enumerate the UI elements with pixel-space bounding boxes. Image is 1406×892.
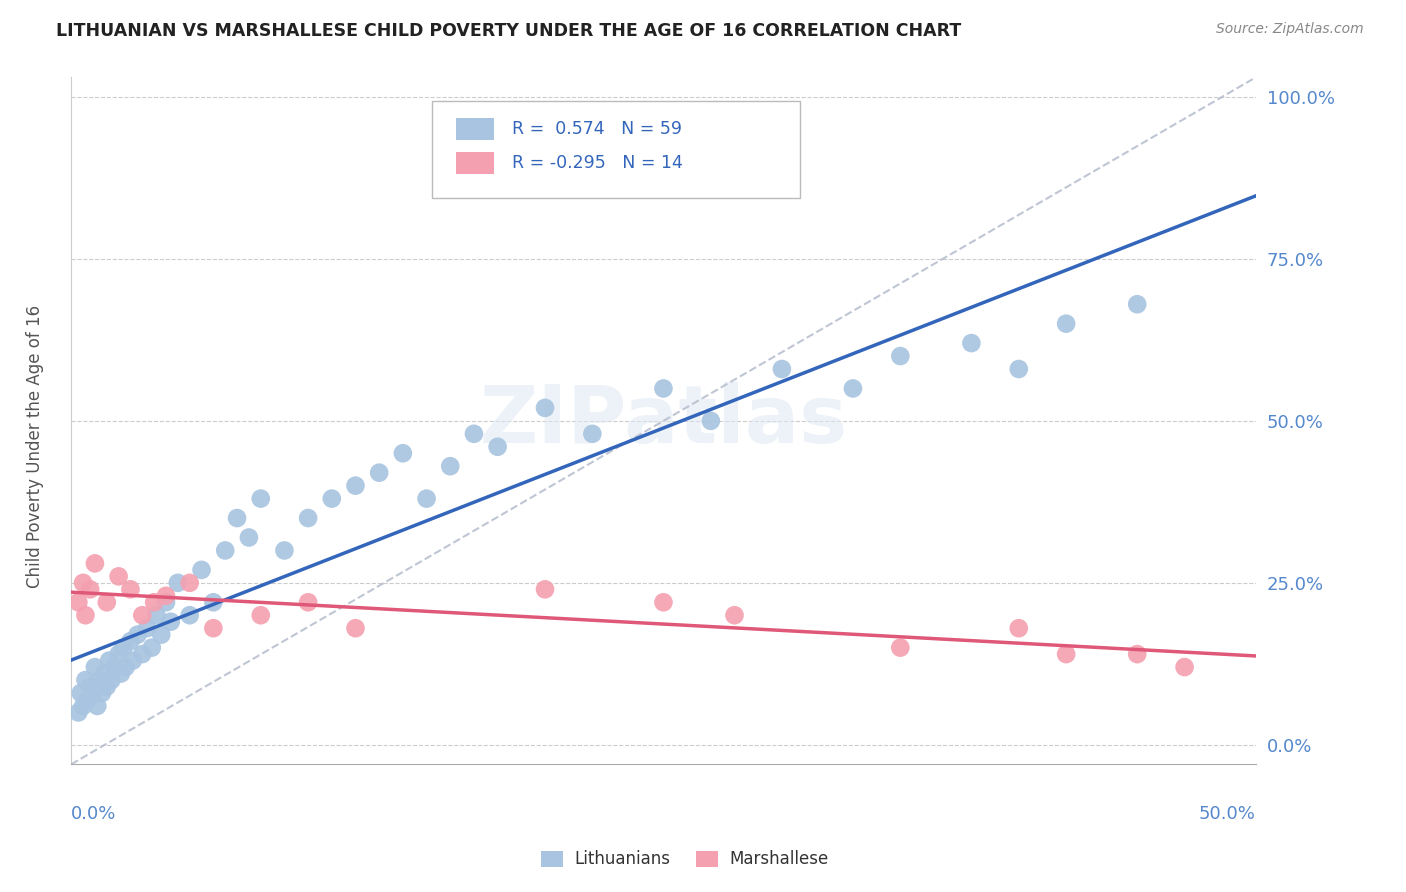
Point (723, 608, 745, 623)
Text: Child Poverty Under the Age of 16: Child Poverty Under the Age of 16 (27, 304, 44, 588)
Point (96, 680, 118, 694)
Point (107, 647, 129, 661)
Point (249, 608, 271, 623)
Text: Lithuanians: Lithuanians (575, 850, 671, 868)
Point (238, 531, 260, 545)
Bar (456, 118, 494, 140)
Point (392, 446, 415, 460)
Point (486, 440, 509, 454)
Point (91, 686, 114, 700)
Point (842, 381, 865, 395)
Point (700, 414, 723, 428)
Point (534, 401, 557, 415)
Text: 50.0%: 50.0% (1199, 805, 1256, 823)
Point (297, 511, 319, 525)
Point (69, 686, 91, 700)
Point (889, 349, 911, 363)
Point (145, 608, 167, 623)
Point (202, 621, 225, 635)
Point (107, 569, 129, 583)
Point (1174, 660, 1197, 674)
Point (190, 563, 212, 577)
Point (214, 543, 236, 558)
Text: LITHUANIAN VS MARSHALLESE CHILD POVERTY UNDER THE AGE OF 16 CORRELATION CHART: LITHUANIAN VS MARSHALLESE CHILD POVERTY … (56, 22, 962, 40)
Point (114, 660, 136, 674)
Point (179, 608, 201, 623)
Point (79, 680, 101, 694)
Point (179, 575, 201, 590)
Point (1008, 362, 1031, 376)
Point (141, 640, 163, 655)
Point (297, 595, 319, 609)
Point (1054, 317, 1077, 331)
Point (127, 628, 149, 642)
Point (89, 673, 111, 687)
Text: 0.0%: 0.0% (72, 805, 117, 823)
Text: R = -0.295   N = 14: R = -0.295 N = 14 (512, 154, 683, 172)
Point (534, 582, 557, 597)
Point (103, 660, 125, 674)
Point (76, 692, 98, 706)
Point (960, 336, 983, 351)
Point (159, 615, 181, 629)
Text: Marshallese: Marshallese (730, 850, 828, 868)
Point (75, 673, 97, 687)
Point (86, 698, 108, 713)
Point (166, 575, 188, 590)
Point (121, 654, 143, 668)
Point (1054, 647, 1077, 661)
Point (1008, 621, 1031, 635)
Point (96, 595, 118, 609)
Point (93, 666, 115, 681)
Point (67, 706, 90, 720)
Point (112, 640, 135, 655)
Point (344, 478, 367, 492)
Point (150, 628, 173, 642)
Point (770, 362, 793, 376)
Point (143, 595, 166, 609)
Point (581, 426, 603, 441)
Point (100, 673, 122, 687)
Point (110, 666, 132, 681)
Text: Source: ZipAtlas.com: Source: ZipAtlas.com (1216, 22, 1364, 37)
Point (368, 466, 391, 480)
Point (131, 647, 153, 661)
Point (415, 491, 437, 506)
Point (1126, 297, 1149, 311)
Point (226, 511, 249, 525)
Point (67, 595, 90, 609)
Point (1126, 647, 1149, 661)
Point (155, 589, 177, 603)
Text: ZIPatlas: ZIPatlas (479, 382, 848, 460)
Point (120, 634, 142, 648)
Point (155, 595, 177, 609)
Point (136, 621, 159, 635)
Point (249, 491, 271, 506)
Point (84, 557, 107, 571)
Point (321, 491, 343, 506)
Point (75, 608, 97, 623)
Point (463, 426, 485, 441)
Point (72, 698, 94, 713)
Point (131, 608, 153, 623)
Point (202, 595, 225, 609)
Point (82, 686, 104, 700)
FancyBboxPatch shape (433, 102, 800, 198)
Point (79, 582, 101, 597)
Point (652, 381, 675, 395)
Point (344, 621, 367, 635)
Text: R =  0.574   N = 59: R = 0.574 N = 59 (512, 120, 682, 138)
Point (120, 582, 142, 597)
Point (72, 575, 94, 590)
Point (98, 654, 121, 668)
Bar (456, 153, 494, 174)
Point (889, 640, 911, 655)
Point (652, 595, 675, 609)
Point (439, 459, 461, 474)
Point (273, 543, 295, 558)
Point (84, 660, 107, 674)
